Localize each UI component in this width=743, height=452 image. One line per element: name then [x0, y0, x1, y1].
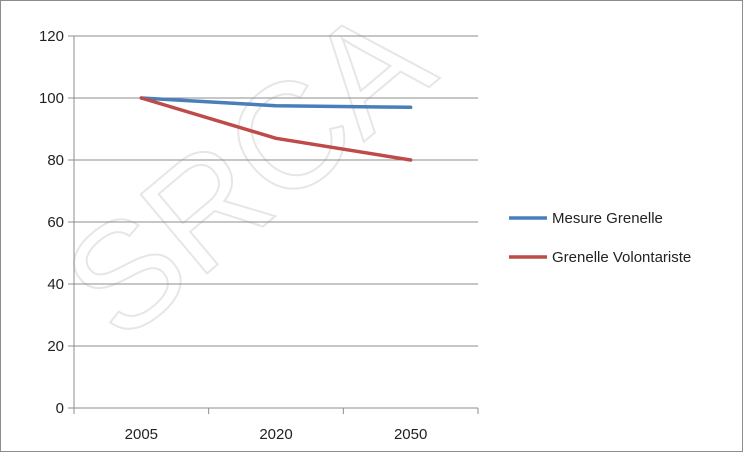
x-tick-label-2020: 2020	[259, 426, 292, 443]
y-tick-label-20: 20	[47, 338, 64, 355]
y-tick-label-120: 120	[39, 28, 64, 45]
series-lines	[139, 96, 413, 162]
x-tick-label-2005: 2005	[125, 426, 158, 443]
legend-label-2: Grenelle Volontariste	[552, 249, 691, 266]
series-line-2	[139, 96, 413, 162]
axes: 0 20 40 60 80 100 120 2005 2020 2050	[39, 28, 479, 443]
watermark-text: SRCA	[34, 1, 461, 370]
y-tick-label-80: 80	[47, 152, 64, 169]
legend-label-1: Mesure Grenelle	[552, 210, 663, 227]
watermark: SRCA	[33, 1, 462, 371]
series-line-1	[139, 96, 413, 110]
x-tick-label-2050: 2050	[394, 426, 427, 443]
y-tick-label-40: 40	[47, 276, 64, 293]
y-tick-label-0: 0	[56, 400, 64, 417]
y-tick-label-100: 100	[39, 90, 64, 107]
legend: Mesure Grenelle Grenelle Volontariste	[509, 210, 691, 266]
y-tick-label-60: 60	[47, 214, 64, 231]
